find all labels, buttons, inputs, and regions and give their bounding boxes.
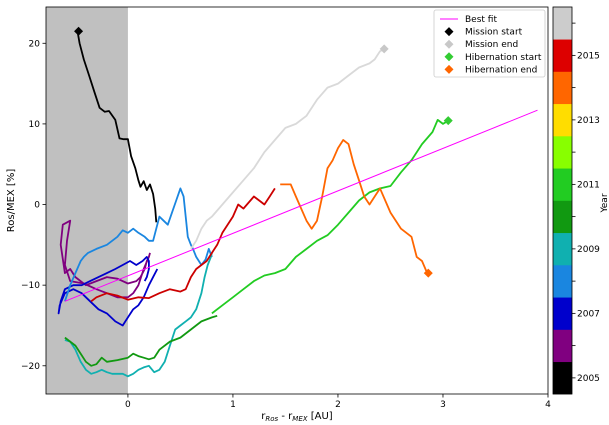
y-tick-label: 10 (29, 120, 41, 130)
series-line-5 (64, 314, 218, 367)
legend-swatch-diamond (444, 27, 454, 37)
colorbar-tick-label: 2009 (577, 245, 600, 255)
colorbar-band (553, 103, 572, 137)
colorbar-frame (552, 6, 573, 395)
plot-area (45, 6, 549, 395)
legend-swatch-diamond (444, 52, 454, 62)
legend-label: Hibernation end (465, 65, 537, 75)
series-line-3 (64, 187, 213, 302)
legend-label: Hibernation start (465, 53, 542, 63)
x-tick-label: 2 (335, 400, 341, 410)
colorbar-band (553, 265, 572, 298)
colorbar-band (553, 39, 572, 72)
colorbar-bands (553, 7, 572, 395)
series-line-7 (90, 187, 276, 303)
colorbar-ticks: 2005 2007 2009 2011 2013 2015 (572, 22, 600, 384)
shaded-region (46, 7, 128, 394)
colorbar-tick-label: 2011 (577, 180, 600, 190)
colorbar-band (553, 71, 572, 105)
x-tick-label: 3 (440, 400, 446, 410)
legend-label: Mission start (465, 28, 523, 38)
colorbar-tick-label: 2005 (577, 374, 600, 384)
colorbar-band (553, 200, 572, 234)
colorbar-band (553, 232, 572, 266)
y-tick-label: −20 (21, 362, 40, 372)
colorbar-band (553, 168, 572, 201)
best-fit-line (64, 109, 538, 302)
colorbar-band (553, 361, 572, 395)
colorbar-band (553, 7, 572, 40)
series-line-6 (211, 119, 449, 315)
colorbar: 2005 2007 2009 2011 2013 2015 Year (552, 6, 609, 395)
x-tick-label: 1 (230, 400, 236, 410)
series-layer (57, 31, 449, 378)
series-line-0 (76, 31, 158, 223)
colorbar-band (553, 329, 572, 363)
series-line-8 (280, 139, 429, 274)
x-axis: 0 1 2 3 4 (125, 394, 551, 410)
legend-box (433, 9, 546, 78)
x-tick-label: 0 (125, 400, 131, 410)
x-label-unit: [AU] (308, 411, 333, 422)
y-tick-label: 0 (34, 201, 40, 211)
axes-frame (45, 6, 549, 395)
colorbar-tick-label: 2007 (577, 309, 600, 319)
x-axis-label: rRos - rMEX [AU] (261, 411, 333, 423)
y-axis-label: Ros/MEX [%] (6, 169, 17, 233)
y-tick-label: 20 (29, 39, 41, 49)
legend-swatch-diamond (444, 39, 454, 49)
y-tick-label: −10 (21, 281, 40, 291)
x-label-sub-mex: MEX (292, 415, 307, 423)
colorbar-label: Year (600, 193, 609, 213)
colorbar-band (553, 136, 572, 169)
x-label-sub-ros: Ros (265, 415, 278, 423)
legend: Best fit Mission start Mission end Hibernat… (433, 9, 546, 78)
marker-1 (379, 44, 389, 54)
legend-items: Best fit Mission start Mission end Hibernat… (440, 15, 542, 75)
series-line-2 (57, 255, 159, 327)
series-line-4 (64, 252, 213, 378)
x-tick-label: 4 (545, 400, 551, 410)
colorbar-tick-label: 2013 (577, 116, 600, 126)
marker-2 (443, 116, 453, 126)
legend-swatch-diamond (444, 64, 454, 74)
series-line-9 (190, 48, 385, 250)
x-label-mid: - r (278, 411, 293, 422)
legend-label: Mission end (465, 40, 518, 50)
colorbar-band (553, 297, 572, 330)
legend-label: Best fit (465, 15, 497, 25)
marker-layer (74, 26, 453, 278)
x-label-main: r (261, 411, 266, 422)
colorbar-tick-label: 2015 (577, 51, 600, 61)
y-axis: −20 −10 0 10 20 (21, 39, 46, 372)
marker-3 (423, 268, 433, 278)
marker-0 (74, 26, 84, 36)
